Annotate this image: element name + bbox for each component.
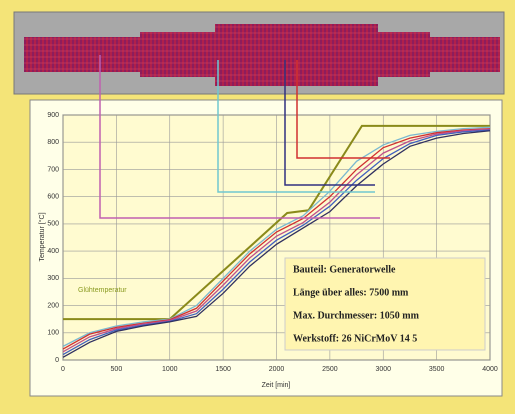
y-tick-label: 300 bbox=[47, 275, 59, 282]
x-axis-label: Zeit [min] bbox=[262, 382, 291, 389]
x-tick-label: 3000 bbox=[375, 366, 391, 373]
y-tick-label: 900 bbox=[47, 112, 59, 119]
annotation: Glühtemperatur bbox=[78, 287, 127, 294]
y-tick-label: 800 bbox=[47, 139, 59, 146]
y-tick-label: 0 bbox=[55, 357, 59, 364]
x-tick-label: 2500 bbox=[322, 366, 338, 373]
y-tick-label: 100 bbox=[47, 330, 59, 337]
info-line: Max. Durchmesser: 1050 mm bbox=[293, 310, 420, 321]
info-line: Bauteil: Generatorwelle bbox=[293, 264, 396, 275]
info-line: Werkstoff: 26 NiCrMoV 14 5 bbox=[293, 333, 417, 344]
y-tick-label: 500 bbox=[47, 221, 59, 228]
x-tick-label: 2000 bbox=[269, 366, 285, 373]
y-tick-label: 400 bbox=[47, 248, 59, 255]
y-axis-label: Temperatur [°C] bbox=[38, 212, 46, 261]
x-tick-label: 1000 bbox=[162, 366, 178, 373]
x-tick-label: 0 bbox=[61, 366, 65, 373]
y-tick-label: 700 bbox=[47, 166, 59, 173]
y-tick-label: 600 bbox=[47, 194, 59, 201]
figure: 0 100 200 300 400 500 600 700 800 900 0 500 1000 1500… bbox=[0, 0, 515, 414]
x-tick-label: 3500 bbox=[429, 366, 445, 373]
x-tick-label: 4000 bbox=[482, 366, 498, 373]
x-tick-label: 500 bbox=[111, 366, 123, 373]
y-tick-label: 200 bbox=[47, 302, 59, 309]
x-tick-label: 1500 bbox=[215, 366, 231, 373]
info-line: Länge über alles: 7500 mm bbox=[293, 287, 409, 298]
